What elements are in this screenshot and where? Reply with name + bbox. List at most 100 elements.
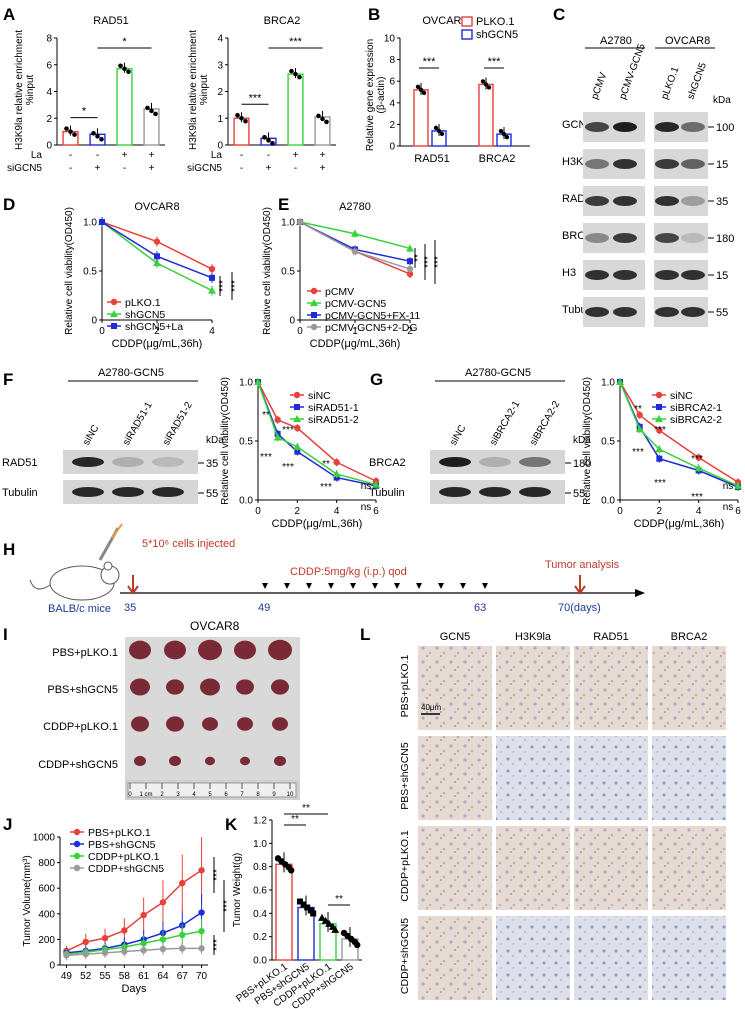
line-chart-j: 0 200 400 600 800 1000 49 52 55 58 61 64 67 70 Days Tum… — [22, 827, 233, 995]
legend-label: siNC — [670, 390, 693, 402]
x-tick-label: 0 — [255, 506, 261, 517]
blot-band — [585, 307, 609, 317]
ihc-image — [418, 916, 492, 1000]
legend-marker — [310, 299, 318, 306]
blot-band — [613, 233, 637, 243]
data-point — [297, 898, 303, 905]
data-point — [140, 911, 147, 919]
blot-band — [613, 122, 637, 132]
blot-band — [112, 457, 144, 467]
y-axis-label: Relative cell viability(OD450) — [220, 377, 231, 505]
legend-swatch — [461, 29, 473, 40]
y-tick-label: 0 — [289, 316, 295, 327]
data-point — [635, 425, 644, 433]
line-chart-e: A2780 0 0.5 1.0 0 1 2 CDDP(μg/mL,36h) Relative c… — [262, 201, 444, 350]
data-point — [333, 459, 340, 466]
data-point — [320, 116, 325, 122]
ruler-label: 6 — [224, 792, 228, 798]
panel-f-western-blot: A2780-GCN5 siNC siRAD51-1 siRAD51-2 kDa RAD51… — [2, 367, 224, 504]
data-point — [179, 879, 186, 887]
y-tick-label: 0.5 — [83, 267, 97, 278]
tumor — [200, 678, 220, 696]
blot-band — [655, 122, 679, 132]
chart-title: A2780 — [339, 201, 371, 213]
cddp-dose-marker — [284, 583, 290, 589]
x-tick-label: 6 — [735, 506, 741, 517]
data-point — [101, 934, 109, 942]
y-tick-label: 8 — [46, 34, 52, 45]
lane-label: siRAD51-2 — [161, 400, 195, 448]
blot-band — [152, 487, 184, 497]
cell-line-label: OVCAR8 — [665, 35, 710, 47]
data-point — [480, 79, 486, 84]
condition-label: La — [211, 150, 223, 161]
series-line — [66, 911, 202, 954]
condition-sign: - — [69, 150, 72, 161]
data-point — [198, 867, 205, 874]
legend-label: PLKO.1 — [476, 16, 515, 28]
y-tick-label: 0.0 — [253, 956, 267, 967]
ihc-image — [496, 826, 570, 910]
data-point — [501, 131, 507, 137]
blot-row-label: Tubulin — [2, 487, 38, 499]
tumor — [198, 639, 222, 661]
ruler-label: 7 — [240, 792, 244, 798]
data-point — [266, 138, 271, 143]
data-point — [198, 945, 205, 952]
tumor — [164, 640, 186, 660]
data-point — [407, 258, 413, 265]
legend-marker — [293, 415, 301, 422]
ihc-image — [574, 916, 648, 1000]
panel-label-h: H — [3, 540, 15, 559]
chart-title: OVCAR8 — [422, 15, 467, 27]
sig-label: ns — [723, 481, 734, 492]
condition-label: La — [31, 150, 43, 161]
data-point — [415, 84, 421, 90]
data-point — [208, 265, 216, 273]
cell-line-label: A2780 — [600, 35, 632, 47]
x-tick-label: 0 — [617, 506, 623, 517]
legend-label: pLKO.1 — [125, 297, 161, 309]
sig-label: *** — [260, 452, 272, 463]
y-tick-label: 1000 — [33, 833, 56, 844]
data-point — [140, 940, 147, 947]
data-point — [235, 112, 240, 118]
legend-label: shGCN5 — [125, 309, 165, 321]
lane-label: siBRCA2-2 — [528, 399, 562, 448]
y-tick-label: 0 — [389, 142, 395, 153]
y-tick-label: 1.0 — [281, 218, 295, 229]
y-tick-label: 10 — [384, 34, 396, 45]
legend-label: pCMV-GCN5+FX-11 — [325, 310, 420, 322]
sig-label: *** — [433, 256, 444, 268]
panel-label-i: I — [3, 625, 8, 644]
ihc-row-label: CDDP+shGCN5 — [399, 918, 411, 994]
y-axis-label: (β-actin) — [376, 77, 387, 114]
cddp-dose-marker — [350, 583, 356, 589]
blot-band — [439, 457, 471, 467]
x-tick-label: 58 — [119, 971, 131, 982]
line-chart-g: 0.0 0.5 1.0 0 2 4 6 CDDP(μg/mL,36h) Relative cel… — [582, 377, 742, 530]
sig-label: *** — [222, 900, 233, 912]
cddp-dose-marker — [262, 583, 268, 589]
ihc-image — [418, 646, 492, 730]
ihc-image — [574, 736, 648, 820]
blot-band — [613, 270, 637, 280]
ruler-label: 9 — [272, 792, 276, 798]
sig-label: *** — [423, 56, 437, 68]
data-point — [655, 445, 664, 453]
tumor — [274, 755, 286, 767]
blot-band — [655, 270, 679, 280]
day-70: 70(days) — [558, 602, 601, 614]
x-tick-label: 6 — [373, 506, 379, 517]
analysis-arrow — [574, 575, 586, 595]
y-axis-label: Relative cell viability(OD450) — [64, 207, 75, 335]
chart-title: OVCAR8 — [134, 201, 179, 213]
legend-label: siBRCA2-1 — [670, 402, 722, 414]
y-tick-label: 800 — [38, 858, 55, 869]
day-49: 49 — [258, 602, 270, 614]
x-tick-label: 4 — [209, 326, 215, 337]
blot-title: A2780-GCN5 — [465, 367, 531, 379]
cddp-dose-label: CDDP:5mg/kg (i.p.) qod — [290, 566, 407, 578]
charts-layer: RAD5102468---++-++LasiGCN5**BRCA201234--… — [7, 15, 742, 1009]
data-point — [82, 938, 89, 946]
